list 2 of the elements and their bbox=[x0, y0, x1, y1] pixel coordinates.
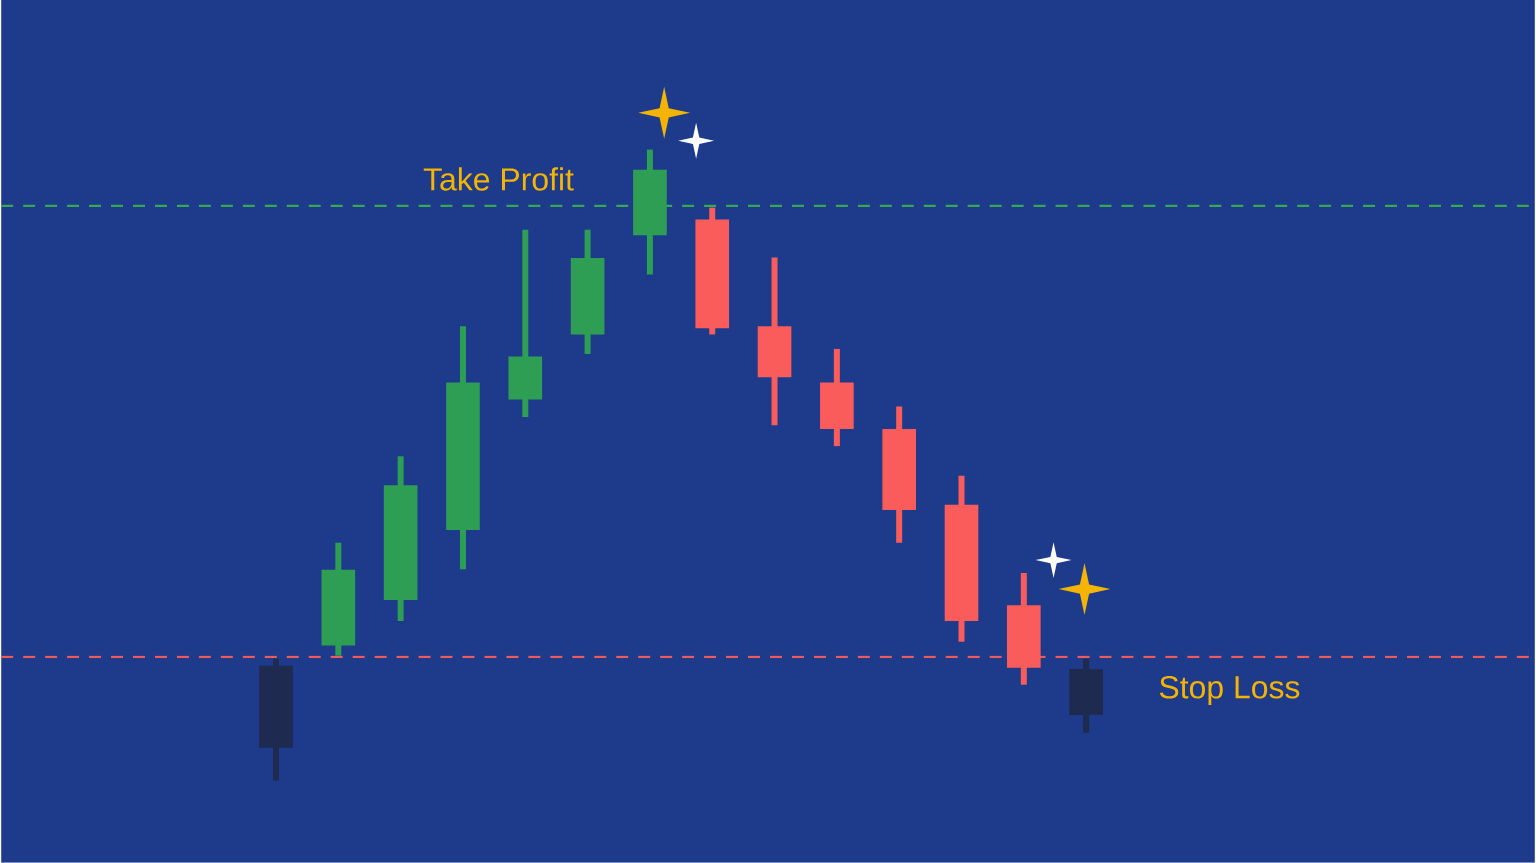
ref-line-label: Stop Loss bbox=[1159, 676, 1300, 706]
ref-line-label: Take Profit bbox=[423, 167, 574, 191]
